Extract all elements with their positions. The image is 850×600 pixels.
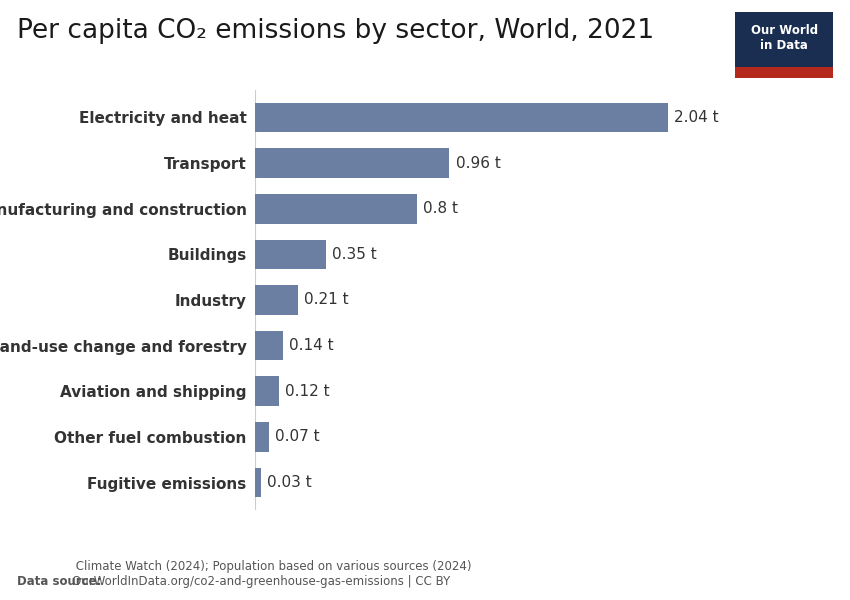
Bar	[255, 331, 283, 361]
Text: 0.8 t: 0.8 t	[423, 201, 458, 216]
Text: Data source:: Data source:	[17, 575, 101, 588]
Text: Climate Watch (2024); Population based on various sources (2024)
OurWorldInData.: Climate Watch (2024); Population based o…	[72, 560, 472, 588]
Text: 0.21 t: 0.21 t	[303, 292, 348, 307]
Text: 0.07 t: 0.07 t	[275, 430, 320, 445]
Bar	[255, 148, 450, 178]
Bar	[255, 239, 326, 269]
Bar	[735, 67, 833, 78]
Text: 2.04 t: 2.04 t	[674, 110, 719, 125]
Text: 0.14 t: 0.14 t	[290, 338, 334, 353]
Bar	[255, 103, 668, 132]
Text: 0.96 t: 0.96 t	[456, 155, 501, 170]
Bar	[255, 285, 298, 315]
Text: Per capita CO₂ emissions by sector, World, 2021: Per capita CO₂ emissions by sector, Worl…	[17, 18, 654, 44]
Text: 0.35 t: 0.35 t	[332, 247, 377, 262]
Bar	[255, 422, 269, 452]
Bar	[255, 376, 280, 406]
Text: 0.12 t: 0.12 t	[286, 384, 330, 399]
Text: Our World
in Data: Our World in Data	[751, 25, 818, 52]
Bar	[255, 468, 261, 497]
Text: 0.03 t: 0.03 t	[267, 475, 312, 490]
Bar	[255, 194, 417, 224]
